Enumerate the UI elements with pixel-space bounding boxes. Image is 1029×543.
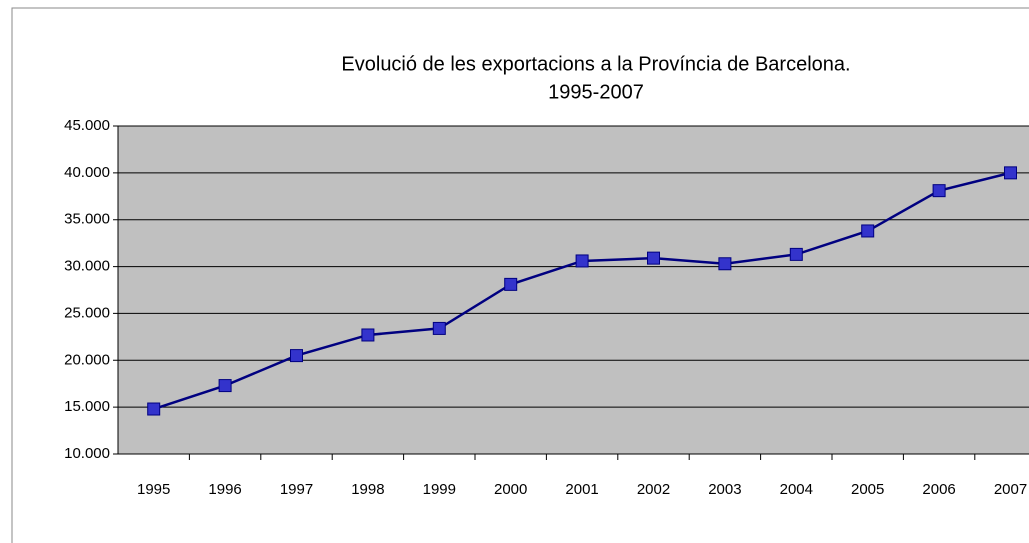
chart-subtitle: 1995-2007 bbox=[548, 81, 644, 103]
chart-title: Evolució de les exportacions a la Provín… bbox=[341, 53, 850, 75]
data-point bbox=[361, 328, 375, 342]
plot-area bbox=[118, 126, 1029, 454]
y-tick-label: 15.000 bbox=[64, 398, 110, 415]
x-tick-label: 2000 bbox=[494, 481, 527, 498]
x-tick-label: 2004 bbox=[780, 481, 813, 498]
y-tick-label: 45.000 bbox=[64, 117, 110, 134]
x-tick-label: 2005 bbox=[851, 481, 884, 498]
x-tick-label: 2003 bbox=[708, 481, 741, 498]
y-tick-label: 20.000 bbox=[64, 351, 110, 368]
data-point bbox=[718, 257, 732, 271]
data-point bbox=[575, 254, 589, 268]
y-tick-label: 25.000 bbox=[64, 304, 110, 321]
data-point bbox=[147, 402, 161, 416]
y-tick-label: 35.000 bbox=[64, 211, 110, 228]
x-tick-label: 1996 bbox=[208, 481, 241, 498]
y-tick-label: 30.000 bbox=[64, 258, 110, 275]
data-point bbox=[432, 321, 446, 335]
x-tick-label: 2006 bbox=[922, 481, 955, 498]
data-point bbox=[789, 247, 803, 261]
data-point bbox=[1004, 166, 1017, 180]
data-point bbox=[290, 349, 303, 363]
x-tick-label: 2007 bbox=[994, 481, 1027, 498]
x-tick-label: 1999 bbox=[423, 481, 456, 498]
data-point bbox=[504, 277, 518, 291]
data-point bbox=[647, 251, 660, 265]
x-tick-label: 1995 bbox=[137, 481, 170, 498]
y-tick-label: 10.000 bbox=[64, 445, 110, 462]
x-tick-label: 1998 bbox=[351, 481, 384, 498]
x-tick-label: 2002 bbox=[637, 481, 670, 498]
y-tick-label: 40.000 bbox=[64, 164, 110, 181]
x-tick-label: 2001 bbox=[565, 481, 598, 498]
x-tick-label: 1997 bbox=[280, 481, 313, 498]
data-point bbox=[218, 379, 232, 393]
data-point bbox=[861, 224, 875, 238]
data-point bbox=[932, 184, 946, 198]
